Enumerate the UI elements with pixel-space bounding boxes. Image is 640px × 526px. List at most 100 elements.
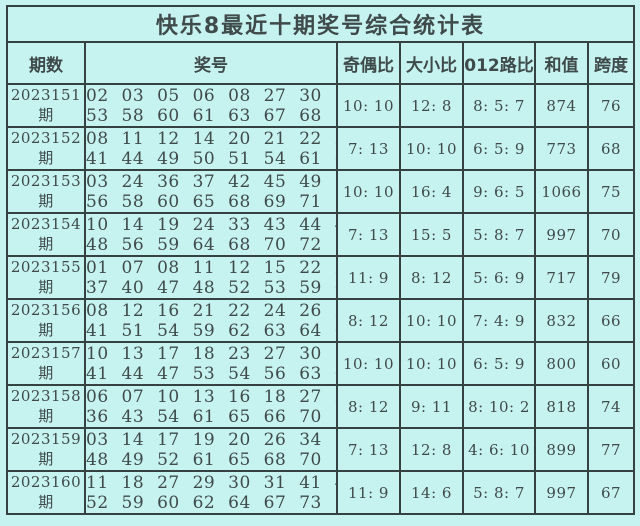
column-header-sum: 和值 — [534, 41, 589, 85]
road012-cell: 8: 10: 2 — [462, 384, 536, 429]
numbers-cell: 06 07 10 13 16 18 27 28 30 33 36 43 54 6… — [84, 384, 338, 429]
road012-cell: 5: 8: 7 — [462, 470, 536, 515]
numbers-line1: 02 03 05 06 08 27 30 33 49 50 — [86, 85, 335, 106]
numbers-cell: 02 03 05 06 08 27 30 33 49 50 53 58 60 6… — [84, 83, 338, 128]
sum-cell: 997 — [534, 470, 589, 515]
column-header-big-small: 大小比 — [399, 41, 464, 85]
numbers-line1: 10 14 19 24 33 43 44 45 46 47 — [86, 214, 335, 235]
table-row: 2023154期 10 14 19 24 33 43 44 45 46 47 4… — [6, 212, 636, 257]
sum-cell: 800 — [534, 341, 589, 386]
numbers-line1: 01 07 08 11 12 15 22 24 26 35 — [86, 257, 335, 278]
column-header-span: 跨度 — [586, 41, 636, 85]
table-row: 2023152期 08 11 12 14 20 21 22 27 32 40 4… — [6, 126, 636, 171]
numbers-cell: 03 14 17 19 20 26 34 38 41 44 48 49 52 6… — [84, 427, 338, 472]
numbers-line1: 03 24 36 37 42 45 49 50 51 55 — [86, 171, 335, 192]
table-row: 2023157期 10 13 17 18 23 27 30 32 34 35 4… — [6, 341, 636, 386]
numbers-cell: 01 07 08 11 12 15 22 24 26 35 37 40 47 4… — [84, 255, 338, 300]
numbers-line2: 56 58 60 65 68 69 71 73 76 78 — [86, 191, 335, 212]
road012-cell: 6: 5: 9 — [462, 341, 536, 386]
numbers-cell: 08 12 16 21 22 24 26 29 31 38 41 51 54 5… — [84, 298, 338, 343]
big-small-cell: 9: 11 — [399, 384, 464, 429]
page-title: 快乐8最近十期奖号综合统计表 — [5, 5, 636, 43]
numbers-line2: 36 43 54 61 65 66 70 76 79 80 — [86, 406, 335, 427]
road012-cell: 5: 6: 9 — [462, 255, 536, 300]
span-cell: 79 — [586, 255, 636, 300]
period-cell: 2023154期 — [6, 212, 86, 257]
numbers-line1: 08 12 16 21 22 24 26 29 31 38 — [86, 300, 335, 321]
numbers-line2: 41 51 54 59 62 63 64 65 72 74 — [86, 320, 335, 341]
period-cell: 2023155期 — [6, 255, 86, 300]
odd-even-cell: 8: 12 — [336, 298, 401, 343]
span-cell: 60 — [586, 341, 636, 386]
table-row: 2023156期 08 12 16 21 22 24 26 29 31 38 4… — [6, 298, 636, 343]
road012-cell: 9: 6: 5 — [462, 169, 536, 214]
numbers-cell: 08 11 12 14 20 21 22 27 32 40 41 44 49 5… — [84, 126, 338, 171]
table-row: 2023158期 06 07 10 13 16 18 27 28 30 33 3… — [6, 384, 636, 429]
road012-cell: 4: 6: 10 — [462, 427, 536, 472]
sum-cell: 832 — [534, 298, 589, 343]
numbers-line1: 11 18 27 29 30 31 41 43 49 50 — [86, 472, 335, 493]
road012-cell: 6: 5: 9 — [462, 126, 536, 171]
numbers-line1: 10 13 17 18 23 27 30 32 34 35 — [86, 343, 335, 364]
numbers-line2: 37 40 47 48 52 53 59 65 75 80 — [86, 277, 335, 298]
road012-cell: 7: 4: 9 — [462, 298, 536, 343]
big-small-cell: 10: 10 — [399, 341, 464, 386]
table-row: 2023155期 01 07 08 11 12 15 22 24 26 35 3… — [6, 255, 636, 300]
span-cell: 66 — [586, 298, 636, 343]
span-cell: 74 — [586, 384, 636, 429]
numbers-line2: 52 59 60 62 64 67 73 76 77 78 — [86, 492, 335, 513]
header-row: 期数 奖号 奇偶比 大小比 012路比 和值 跨度 — [6, 41, 636, 85]
table-row: 2023160期 11 18 27 29 30 31 41 43 49 50 5… — [6, 470, 636, 515]
numbers-cell: 03 24 36 37 42 45 49 50 51 55 56 58 60 6… — [84, 169, 338, 214]
table-row: 2023151期 02 03 05 06 08 27 30 33 49 50 5… — [6, 83, 636, 128]
odd-even-cell: 10: 10 — [336, 341, 401, 386]
column-header-period: 期数 — [6, 41, 86, 85]
numbers-cell: 10 13 17 18 23 27 30 32 34 35 41 44 47 5… — [84, 341, 338, 386]
big-small-cell: 10: 10 — [399, 298, 464, 343]
odd-even-cell: 8: 12 — [336, 384, 401, 429]
numbers-line1: 03 14 17 19 20 26 34 38 41 44 — [86, 429, 335, 450]
span-cell: 75 — [586, 169, 636, 214]
sum-cell: 717 — [534, 255, 589, 300]
period-cell: 2023151期 — [6, 83, 86, 128]
sum-cell: 899 — [534, 427, 589, 472]
period-cell: 2023153期 — [6, 169, 86, 214]
odd-even-cell: 7: 13 — [336, 427, 401, 472]
numbers-cell: 11 18 27 29 30 31 41 43 49 50 52 59 60 6… — [84, 470, 338, 515]
odd-even-cell: 10: 10 — [336, 169, 401, 214]
big-small-cell: 14: 6 — [399, 470, 464, 515]
numbers-line1: 08 11 12 14 20 21 22 27 32 40 — [86, 128, 335, 149]
table-row: 2023159期 03 14 17 19 20 26 34 38 41 44 4… — [6, 427, 636, 472]
period-cell: 2023158期 — [6, 384, 86, 429]
big-small-cell: 10: 10 — [399, 126, 464, 171]
road012-cell: 8: 5: 7 — [462, 83, 536, 128]
sum-cell: 773 — [534, 126, 589, 171]
numbers-cell: 10 14 19 24 33 43 44 45 46 47 48 56 59 6… — [84, 212, 338, 257]
numbers-line2: 48 49 52 61 65 68 70 72 78 80 — [86, 449, 335, 470]
table-row: 2023153期 03 24 36 37 42 45 49 50 51 55 5… — [6, 169, 636, 214]
numbers-line2: 41 44 47 53 54 56 63 64 69 70 — [86, 363, 335, 384]
road012-cell: 5: 8: 7 — [462, 212, 536, 257]
period-cell: 2023160期 — [6, 470, 86, 515]
sum-cell: 874 — [534, 83, 589, 128]
period-cell: 2023159期 — [6, 427, 86, 472]
span-cell: 68 — [586, 126, 636, 171]
numbers-line2: 53 58 60 61 63 67 68 76 77 78 — [86, 105, 335, 126]
sum-cell: 997 — [534, 212, 589, 257]
span-cell: 77 — [586, 427, 636, 472]
sum-cell: 818 — [534, 384, 589, 429]
odd-even-cell: 11: 9 — [336, 470, 401, 515]
odd-even-cell: 7: 13 — [336, 212, 401, 257]
big-small-cell: 15: 5 — [399, 212, 464, 257]
column-header-odd-even: 奇偶比 — [336, 41, 401, 85]
big-small-cell: 8: 12 — [399, 255, 464, 300]
span-cell: 76 — [586, 83, 636, 128]
period-cell: 2023156期 — [6, 298, 86, 343]
numbers-line1: 06 07 10 13 16 18 27 28 30 33 — [86, 386, 335, 407]
title-row: 快乐8最近十期奖号综合统计表 — [5, 5, 636, 43]
span-cell: 67 — [586, 470, 636, 515]
big-small-cell: 16: 4 — [399, 169, 464, 214]
numbers-line2: 48 56 59 64 68 70 72 76 79 80 — [86, 234, 335, 255]
odd-even-cell: 7: 13 — [336, 126, 401, 171]
